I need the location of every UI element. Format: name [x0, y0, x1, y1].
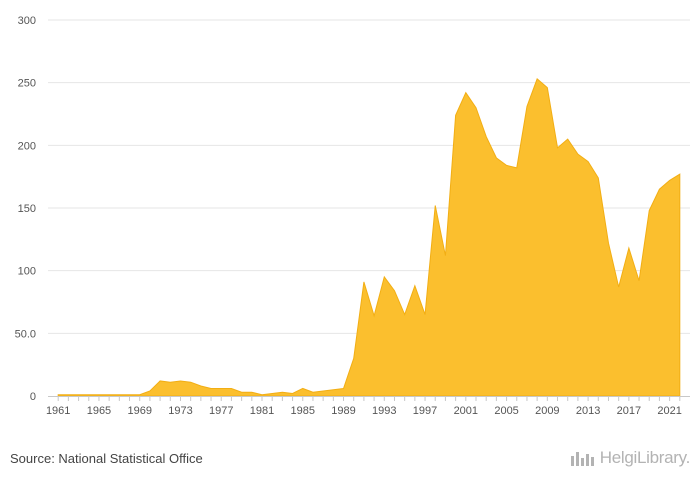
y-tick-label: 200	[18, 140, 36, 152]
helgi-library-logo: HelgiLibrary.	[570, 448, 690, 468]
x-tick-label: 2005	[494, 405, 518, 417]
y-tick-label: 250	[18, 78, 36, 90]
x-tick-label: 2021	[657, 405, 681, 417]
logo-text: HelgiLibrary.	[599, 448, 691, 467]
x-tick-label: 1989	[331, 405, 355, 417]
y-axis: 0 50.0 100 150 200 250 300	[15, 15, 36, 403]
x-tick-label: 1981	[250, 405, 274, 417]
x-tick-label: 1973	[168, 405, 192, 417]
x-axis	[48, 396, 690, 401]
x-tick-label: 1985	[291, 405, 315, 417]
x-tick-label: 1969	[127, 405, 151, 417]
x-tick-labels: 1961 1965 1969 1973 1977 1981 1985 1989 1993 1997…	[46, 405, 682, 417]
x-tick-label: 2017	[617, 405, 641, 417]
x-tick-label: 1965	[87, 405, 111, 417]
y-tick-label: 150	[18, 203, 36, 215]
y-tick-label: 0	[30, 391, 36, 403]
x-tick-label: 1961	[46, 405, 70, 417]
y-tick-label: 300	[18, 15, 36, 27]
area-series-fill	[57, 78, 681, 397]
y-tick-label: 50.0	[15, 328, 36, 340]
x-tick-label: 1993	[372, 405, 396, 417]
area-chart: 0 50.0 100 150 200 250 300 1961 1965 1969 1973 197…	[15, 15, 690, 417]
x-tick-label: 2013	[576, 405, 600, 417]
y-tick-label: 100	[18, 266, 36, 278]
source-note: Source: National Statistical Office	[10, 451, 203, 466]
x-tick-label: 2009	[535, 405, 559, 417]
x-tick-label: 2001	[454, 405, 478, 417]
library-logo-icon	[570, 452, 594, 466]
x-tick-label: 1977	[209, 405, 233, 417]
area-series	[57, 78, 681, 397]
x-tick-label: 1997	[413, 405, 437, 417]
